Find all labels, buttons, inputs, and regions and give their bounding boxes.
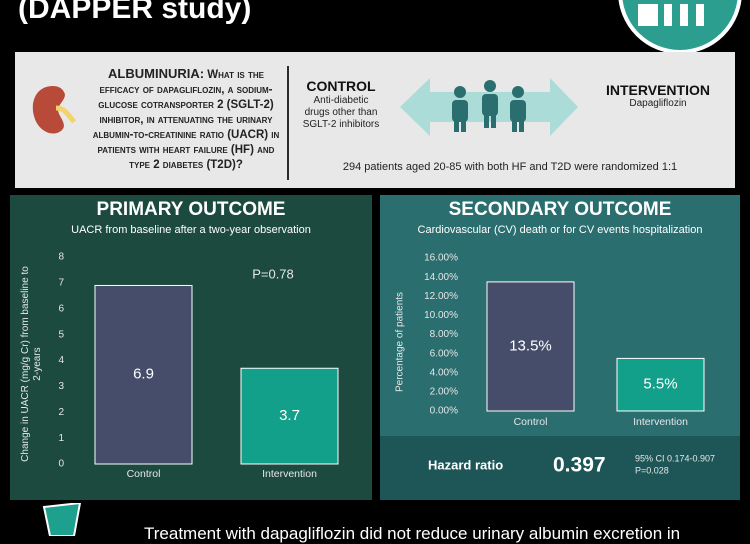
intervention-title: INTERVENTION [606,82,710,98]
conclusion: Treatment with dapagliflozin did not red… [144,524,681,543]
question-text: What is the efficacy of dapagliflozin, a… [92,69,280,171]
kidney [32,86,65,134]
hazard-panel [380,436,740,500]
chart-title: PRIMARY OUTCOME [97,199,286,220]
chart-subtitle: Cardiovascular (CV) death or for CV even… [418,224,703,236]
y-tick-label: 6 [58,303,64,314]
question: ALBUMINURIA: What is the efficacy of dap… [88,66,284,173]
question-panel [15,52,735,188]
y-tick-label: 16.00% [424,253,458,264]
logo [618,0,742,54]
primary-chart: PRIMARY OUTCOME UACR from baseline after … [10,195,372,500]
y-tick-label: 4 [58,355,64,366]
y-tick-label: 1 [58,433,64,444]
control-text: Anti-diabetic drugs other than SGLT-2 in… [302,95,380,130]
conclusion-icon [42,503,82,536]
y-tick-label: 8 [58,252,64,263]
annotation: P=0.78 [252,266,294,281]
y-tick-label: 8.00% [430,329,458,340]
y-tick-label: 0.00% [430,406,458,417]
bar [94,284,193,465]
hazard-p: P=0.028 [635,465,669,475]
data-label: 6.9 [133,366,154,383]
y-tick-label: 3 [58,381,64,392]
icon-shape [42,503,82,536]
x-tick-label: Control [514,416,548,428]
logo-shape [696,4,704,26]
data-label: 5.5% [643,376,677,393]
data-label: 13.5% [509,337,552,354]
secondary-chart: Hazard ratio 0.397 95% CI 0.174-0.907 P=… [380,195,740,500]
y-tick-label: 12.00% [424,291,458,302]
y-tick-label: 14.00% [424,272,458,283]
hazard-label: Hazard ratio [428,457,503,472]
data-label: 3.7 [279,407,300,424]
y-tick-label: 6.00% [430,348,458,359]
hazard-value: 0.397 [553,454,606,477]
y-tick-label: 2 [58,407,64,418]
page-title: (DAPPER study) [18,0,252,25]
y-tick-label: 7 [58,278,64,289]
logo-shape [664,4,672,26]
intervention-text: Dapagliflozin [629,98,687,109]
arrow-graphic [400,78,578,136]
bar [616,357,705,412]
logo-shape [680,4,688,26]
y-tick-label: 0 [58,459,64,470]
ureter [55,105,77,124]
divider [287,66,289,180]
hazard-ci: 95% CI 0.174-0.907 [635,453,715,463]
question-label: ALBUMINURIA: [108,66,205,81]
kidney-icon [32,86,77,134]
x-tick-label: Intervention [262,468,317,480]
y-tick-label: 2.00% [430,387,458,398]
chart-subtitle: UACR from baseline after a two-year obse… [71,224,311,236]
y-tick-label: 4.00% [430,367,458,378]
y-axis-label: Change in UACR (mg/g Cr) from baseline t… [20,266,43,462]
people [452,80,526,132]
control-title: CONTROL [306,78,376,94]
chart-title: SECONDARY OUTCOME [449,199,672,220]
y-tick-label: 10.00% [424,310,458,321]
bar [486,281,575,412]
x-tick-label: Intervention [633,416,688,428]
logo-shape [638,4,658,26]
bar [240,367,339,465]
enrollment: 294 patients aged 20-85 with both HF and… [342,161,678,173]
x-tick-label: Control [127,468,161,480]
y-tick-label: 5 [58,329,64,340]
y-axis-label: Percentage of patients [395,292,406,392]
